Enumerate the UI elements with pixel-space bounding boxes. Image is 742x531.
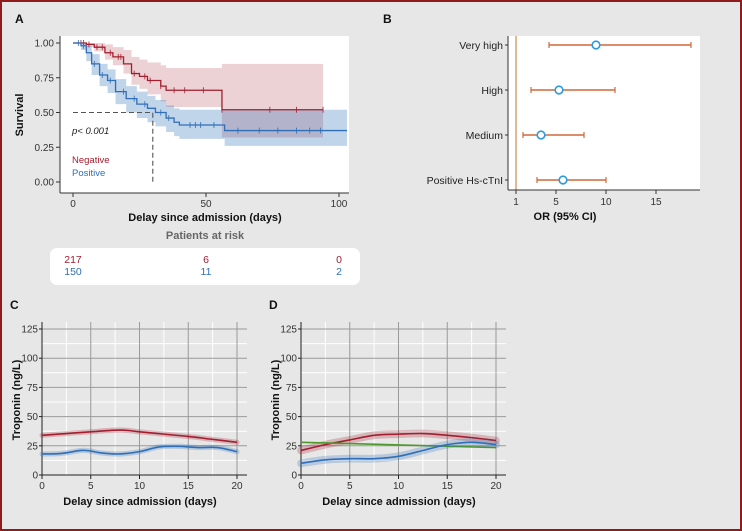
or-point — [536, 130, 546, 140]
x-axis-title-d: Delay since admission (days) — [322, 496, 476, 508]
y-tick-label-c: 100 — [21, 354, 38, 365]
trend-line-positive — [41, 445, 238, 455]
legend-negative: Negative — [72, 155, 110, 166]
panel-label-d: D — [269, 298, 278, 312]
x-tick-label-a: 100 — [331, 199, 348, 210]
y-tick-label-c: 0 — [32, 471, 38, 482]
x-tick-label-c: 15 — [183, 481, 195, 492]
panel-a-survival: Delay since admission (days) Survival p<… — [14, 36, 360, 285]
y-tick-label-a: 0.00 — [35, 178, 55, 189]
category-label: High — [481, 85, 503, 97]
y-tick-label-a: 0.25 — [35, 143, 55, 154]
x-axis-title-b: OR (95% CI) — [534, 211, 597, 223]
risk-count-positive: 150 — [64, 266, 82, 278]
y-tick-label-c: 25 — [27, 441, 39, 452]
y-tick-label-d: 75 — [286, 383, 298, 394]
risk-table-title: Patients at risk — [166, 230, 245, 242]
km-curve-negative — [73, 42, 324, 111]
x-tick-label-d: 0 — [298, 481, 304, 492]
risk-count-positive: 2 — [336, 266, 342, 278]
risk-count-negative: 6 — [203, 254, 209, 266]
y-axis-title-c: Troponin (ng/L) — [11, 359, 23, 440]
trend-line-positive — [300, 441, 497, 465]
risk-count-negative: 0 — [336, 254, 342, 266]
y-axis-title-d: Troponin (ng/L) — [270, 359, 282, 440]
panel-label-c: C — [10, 298, 19, 312]
panel-label-a: A — [15, 12, 24, 26]
panel-c-troponin: 0 25 50 75 100 125 0 5 10 15 20 Delay since admissi… — [11, 322, 247, 508]
category-label: Positive Hs-cTnI — [427, 175, 503, 187]
plot-area-b — [508, 36, 700, 190]
x-tick-label-d: 20 — [490, 481, 502, 492]
or-point — [591, 40, 601, 50]
y-tick-label-d: 50 — [286, 412, 298, 423]
y-tick-label-c: 75 — [27, 383, 39, 394]
risk-count-positive: 11 — [201, 266, 212, 278]
y-tick-label-d: 25 — [286, 441, 298, 452]
x-tick-label-d: 5 — [347, 481, 353, 492]
legend-positive: Positive — [72, 168, 105, 179]
or-point — [554, 85, 564, 95]
risk-table — [50, 248, 360, 285]
y-tick-label-a: 0.50 — [35, 108, 55, 119]
panel-d-troponin: 0 25 50 75 100 125 0 5 10 15 20 Delay since admissi… — [270, 322, 506, 508]
x-tick-label-b: 5 — [553, 197, 559, 208]
x-tick-label-c: 10 — [134, 481, 146, 492]
x-axis-title-c: Delay since admission (days) — [63, 496, 217, 508]
y-axis-title-a: Survival — [14, 94, 26, 137]
y-tick-label-d: 125 — [280, 325, 297, 336]
panel-label-b: B — [383, 12, 392, 26]
x-tick-label-a: 0 — [70, 199, 76, 210]
p-value: p< 0.001 — [71, 126, 109, 137]
ci-band-positive — [73, 43, 347, 146]
y-tick-label-d: 100 — [280, 354, 297, 365]
y-tick-label-a: 1.00 — [35, 39, 55, 50]
x-tick-label-b: 1 — [513, 197, 519, 208]
trend-line-reference — [300, 441, 497, 449]
median-line — [73, 111, 154, 182]
x-tick-label-a: 50 — [200, 199, 212, 210]
category-label: Very high — [459, 40, 503, 52]
km-curve-positive — [73, 42, 347, 132]
x-tick-label-d: 15 — [442, 481, 454, 492]
x-tick-label-b: 15 — [650, 197, 662, 208]
x-tick-label-c: 5 — [88, 481, 94, 492]
x-tick-label-c: 0 — [39, 481, 45, 492]
x-axis-title-a: Delay since admission (days) — [128, 212, 282, 224]
risk-count-negative: 217 — [64, 254, 82, 266]
plot-area-a — [60, 36, 349, 193]
or-point — [558, 175, 568, 185]
x-tick-label-d: 10 — [393, 481, 405, 492]
y-tick-label-a: 0.75 — [35, 73, 55, 84]
y-tick-label-c: 125 — [21, 325, 38, 336]
x-tick-label-c: 20 — [231, 481, 243, 492]
trend-line-negative — [41, 429, 238, 444]
y-tick-label-d: 0 — [291, 471, 297, 482]
x-tick-label-b: 10 — [600, 197, 612, 208]
panel-b-forest: OR (95% CI) Very high High Medium Positive … — [427, 36, 700, 223]
category-label: Medium — [466, 130, 504, 142]
y-tick-label-c: 50 — [27, 412, 39, 423]
